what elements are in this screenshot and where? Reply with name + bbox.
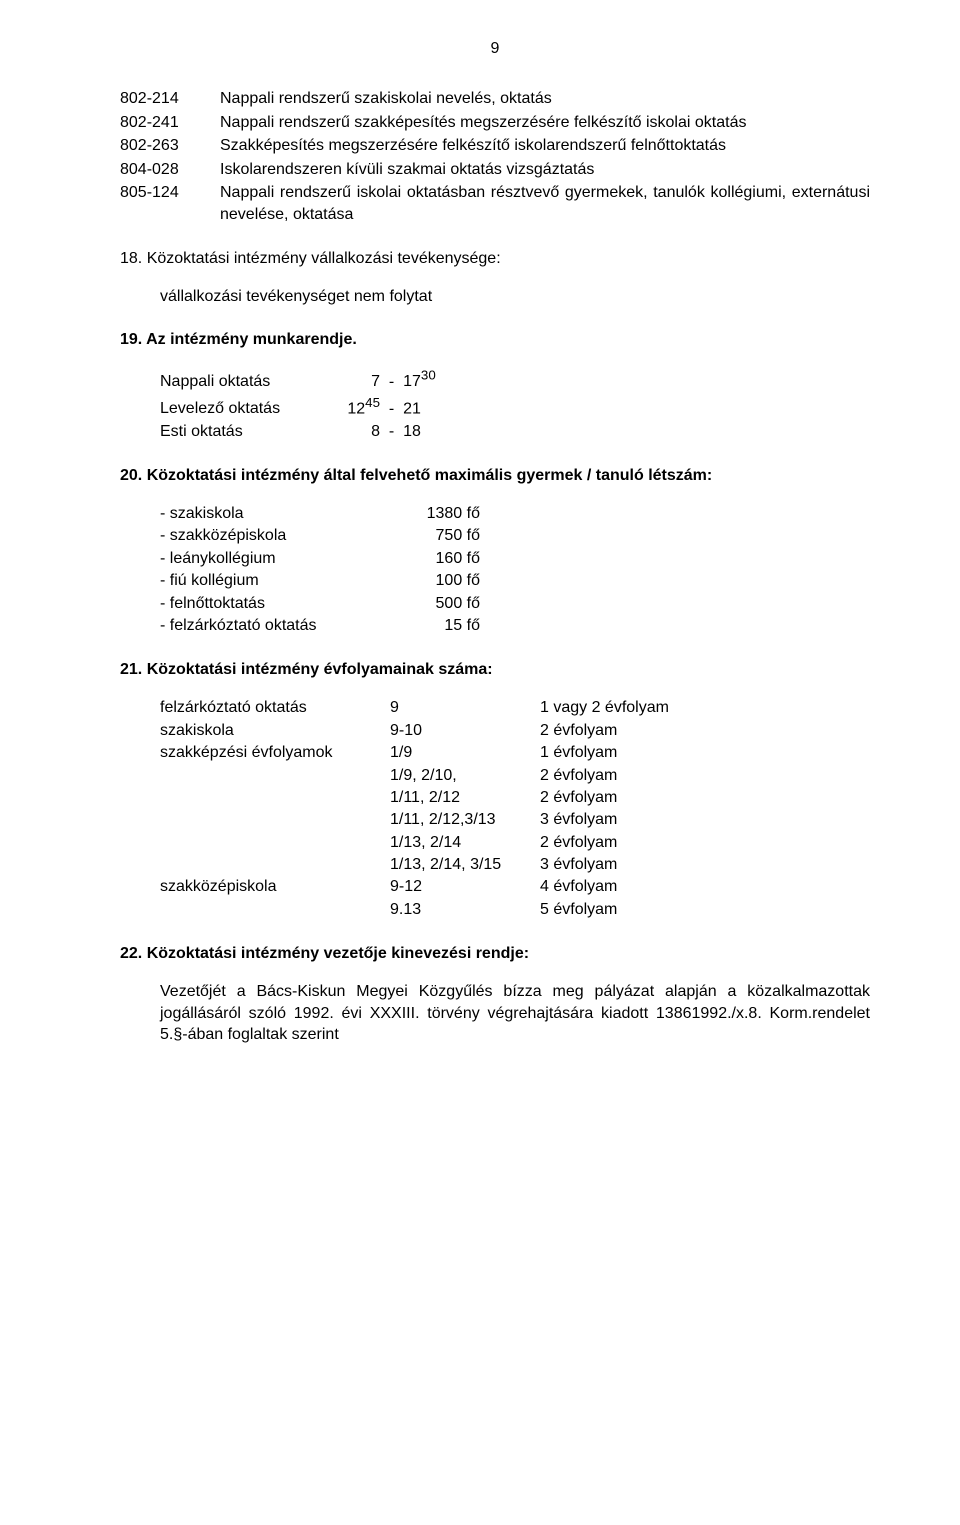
section-22-text: Vezetőjét a Bács-Kiskun Megyei Közgyűlés… — [160, 981, 870, 1046]
grade-row: 1/11, 2/122 évfolyam — [160, 787, 870, 809]
document-page: 9 802-214Nappali rendszerű szakiskolai n… — [0, 0, 960, 1106]
section-18-heading: 18. Közoktatási intézmény vállalkozási t… — [120, 250, 870, 268]
grade-row: felzárkóztató oktatás91 vagy 2 évfolyam — [160, 697, 870, 719]
section-20-heading: 20. Közoktatási intézmény által felvehet… — [120, 467, 870, 485]
page-number: 9 — [120, 40, 870, 58]
schedule-row: Levelező oktatás1245 - 21 — [160, 394, 870, 421]
code-desc: Szakképesítés megszerzésére felkészítő i… — [220, 135, 870, 157]
code-desc: Nappali rendszerű iskolai oktatásban rés… — [220, 182, 870, 225]
schedule-row: Esti oktatás8 - 18 — [160, 421, 870, 443]
code-number: 804-028 — [120, 159, 220, 181]
capacity-row: - szakiskola1380 fő — [160, 503, 870, 525]
code-desc: Iskolarendszeren kívüli szakmai oktatás … — [220, 159, 870, 181]
grade-row: 9.135 évfolyam — [160, 899, 870, 921]
grade-row: 1/13, 2/14, 3/153 évfolyam — [160, 854, 870, 876]
capacity-row: - fiú kollégium100 fő — [160, 570, 870, 592]
code-number: 802-214 — [120, 88, 220, 110]
code-number: 805-124 — [120, 182, 220, 225]
capacity-row: - felnőttoktatás500 fő — [160, 593, 870, 615]
code-desc: Nappali rendszerű szakiskolai nevelés, o… — [220, 88, 870, 110]
capacity-block: - szakiskola1380 fő- szakközépiskola750 … — [160, 503, 870, 637]
code-row: 802-241Nappali rendszerű szakképesítés m… — [120, 112, 870, 134]
section-19-heading: 19. Az intézmény munkarendje. — [120, 331, 870, 349]
capacity-row: - szakközépiskola750 fő — [160, 525, 870, 547]
grade-block: felzárkóztató oktatás91 vagy 2 évfolyams… — [160, 697, 870, 921]
grade-row: 1/13, 2/142 évfolyam — [160, 832, 870, 854]
section-18-text: vállalkozási tevékenységet nem folytat — [160, 286, 870, 308]
grade-row: szakközépiskola9-124 évfolyam — [160, 876, 870, 898]
grade-row: szakképzési évfolyamok1/91 évfolyam — [160, 742, 870, 764]
capacity-row: - felzárkóztató oktatás15 fő — [160, 615, 870, 637]
grade-row: 1/9, 2/10,2 évfolyam — [160, 765, 870, 787]
section-21-heading: 21. Közoktatási intézmény évfolyamainak … — [120, 661, 870, 679]
code-row: 802-214Nappali rendszerű szakiskolai nev… — [120, 88, 870, 110]
code-row: 804-028Iskolarendszeren kívüli szakmai o… — [120, 159, 870, 181]
code-desc: Nappali rendszerű szakképesítés megszerz… — [220, 112, 870, 134]
section-22-heading: 22. Közoktatási intézmény vezetője kinev… — [120, 945, 870, 963]
code-number: 802-241 — [120, 112, 220, 134]
capacity-row: - leánykollégium160 fő — [160, 548, 870, 570]
grade-row: 1/11, 2/12,3/133 évfolyam — [160, 809, 870, 831]
code-number: 802-263 — [120, 135, 220, 157]
schedule-block: Nappali oktatás7 - 1730Levelező oktatás1… — [160, 367, 870, 443]
schedule-row: Nappali oktatás7 - 1730 — [160, 367, 870, 394]
grade-row: szakiskola9-102 évfolyam — [160, 720, 870, 742]
code-list: 802-214Nappali rendszerű szakiskolai nev… — [120, 88, 870, 226]
code-row: 805-124Nappali rendszerű iskolai oktatás… — [120, 182, 870, 225]
code-row: 802-263Szakképesítés megszerzésére felké… — [120, 135, 870, 157]
